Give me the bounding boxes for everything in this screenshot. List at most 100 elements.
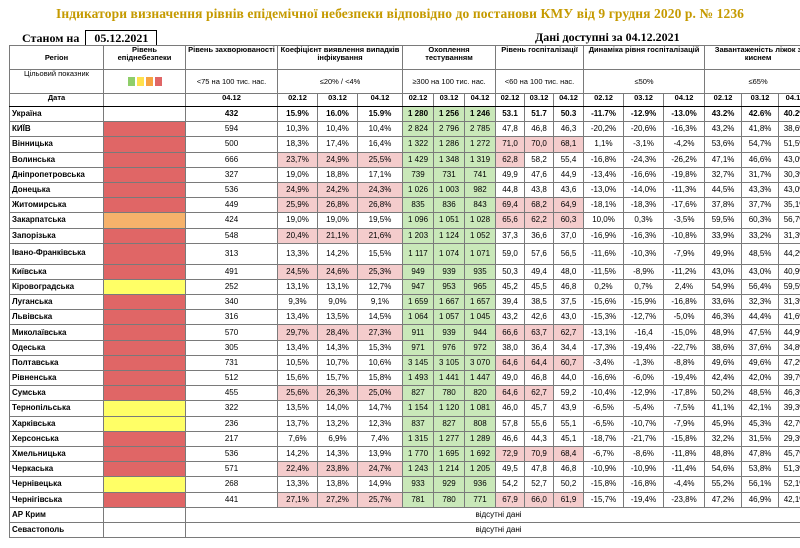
region-name: Чернігівська (9, 491, 104, 508)
hosp-dynamics-cell: -17,3% (583, 339, 625, 356)
hosp-level-cell: 57,6 (524, 242, 555, 265)
testing-cell: 1 057 (433, 309, 466, 326)
detection-cell: 16,4% (356, 136, 404, 153)
testing-cell: 911 (402, 324, 435, 341)
hosp-dynamics-cell: -13.0% (663, 105, 706, 123)
testing-cell: 2 796 (433, 121, 466, 138)
region-name: Луганська (9, 294, 104, 311)
crit-testing: ≥300 на 100 тис. нас. (402, 69, 497, 94)
incidence-cell: 322 (185, 400, 278, 417)
testing-cell: 3 070 (464, 354, 497, 372)
testing-cell: 976 (433, 339, 466, 356)
table-row: Тернопільська 322 13,5% 14,0% 14,7% 1 154 1 12… (9, 400, 800, 417)
testing-cell: 1 289 (464, 430, 497, 447)
incidence-cell: 449 (185, 197, 278, 214)
hosp-level-cell: 46,6 (495, 430, 526, 447)
bed-load-cell: 43,0% (778, 151, 800, 168)
detection-cell: 14,3% (317, 339, 358, 356)
hosp-dynamics-cell: -11,8% (663, 445, 706, 463)
hosp-dynamics-cell: -4,2% (663, 136, 706, 153)
hosp-level-cell: 43,6 (553, 181, 585, 199)
level-legend (103, 69, 186, 94)
level-indicator (103, 278, 186, 296)
detection-cell: 15,8% (356, 369, 404, 387)
detection-cell: 13,1% (317, 278, 358, 296)
testing-cell: 1 243 (402, 461, 435, 478)
col-region: Регіон (9, 45, 104, 70)
hosp-dynamics-cell: -15,7% (583, 491, 625, 508)
bed-load-cell: 31,3% (778, 227, 800, 244)
detection-cell: 29,7% (277, 324, 318, 341)
hosp-dynamics-cell: -10,9% (623, 461, 665, 478)
level-indicator (103, 181, 186, 199)
hosp-dynamics-cell: -18,7% (583, 430, 625, 447)
testing-cell: 1 052 (464, 227, 497, 244)
crit-hosp-dynamics: ≤50% (583, 69, 706, 94)
hosp-level-cell: 37,0 (553, 227, 585, 244)
incidence-cell: 236 (185, 415, 278, 432)
hosp-level-cell: 43,2 (495, 309, 526, 326)
bed-load-cell: 31,5% (741, 430, 780, 447)
date-hosp-3: 04.12 (553, 93, 585, 107)
level-indicator (103, 461, 186, 478)
bed-load-cell: 53,6% (704, 136, 743, 153)
incidence-cell: 455 (185, 385, 278, 402)
testing-cell: 780 (433, 385, 466, 402)
testing-cell: 929 (433, 476, 466, 493)
hosp-level-cell: 43,8 (524, 181, 555, 199)
incidence-cell: 512 (185, 369, 278, 387)
detection-cell: 24,6% (317, 263, 358, 280)
hosp-level-cell: 68,1 (553, 136, 585, 153)
detection-cell: 25,9% (277, 197, 318, 214)
detection-cell: 9,3% (277, 294, 318, 311)
testing-cell: 1 319 (464, 151, 497, 168)
table-row: Хмельницька 536 14,2% 14,3% 13,9% 1 770 1 695 1… (9, 445, 800, 463)
table-row: Кіровоградська 252 13,1% 13,1% 12,7% 947 953 96… (9, 278, 800, 296)
table-row: Вінницька 500 18,3% 17,4% 16,4% 1 322 1 286 1 2… (9, 136, 800, 153)
hosp-dynamics-cell: -10,7% (623, 415, 665, 432)
date-det-2: 03.12 (317, 93, 358, 107)
hosp-dynamics-cell: -10,4% (583, 385, 625, 402)
incidence-cell: 536 (185, 445, 278, 463)
hosp-dynamics-cell: 0,3% (623, 212, 665, 229)
detection-cell: 15.9% (277, 105, 318, 123)
hosp-dynamics-cell: -16,3% (663, 121, 706, 138)
testing-cell: 939 (433, 263, 466, 280)
table-row: Рівненська 512 15,6% 15,7% 15,8% 1 493 1 441 1 … (9, 369, 800, 387)
detection-cell: 26,8% (356, 197, 404, 214)
region-name: Україна (9, 105, 104, 123)
testing-cell: 1 770 (402, 445, 435, 463)
level-indicator (103, 476, 186, 493)
level-indicator (103, 385, 186, 402)
hosp-dynamics-cell: -10,8% (663, 227, 706, 244)
incidence-cell: 441 (185, 491, 278, 508)
hosp-dynamics-cell: -15,0% (663, 324, 706, 341)
detection-cell: 25,5% (356, 151, 404, 168)
hosp-level-cell: 44,9 (553, 166, 585, 183)
hosp-level-cell: 47,8 (524, 461, 555, 478)
region-name: Житомирська (9, 197, 104, 214)
bed-load-cell: 44,5% (704, 181, 743, 199)
date-dyn-1: 02.12 (583, 93, 625, 107)
hosp-level-cell: 51.7 (524, 105, 555, 123)
hosp-dynamics-cell: -19,8% (663, 166, 706, 183)
testing-cell: 936 (464, 476, 497, 493)
hosp-level-cell: 45,1 (553, 430, 585, 447)
hosp-level-cell: 34,4 (553, 339, 585, 356)
bed-load-cell: 39,3% (778, 400, 800, 417)
incidence-cell: 252 (185, 278, 278, 296)
region-name: Черкаська (9, 461, 104, 478)
level-indicator (103, 263, 186, 280)
detection-cell: 10,4% (356, 121, 404, 138)
bed-load-cell: 34,8% (778, 339, 800, 356)
bed-load-cell: 55,2% (704, 476, 743, 493)
detection-cell: 19,0% (277, 212, 318, 229)
bed-load-cell: 42,7% (778, 415, 800, 432)
testing-cell: 1 657 (464, 294, 497, 311)
bed-load-cell: 42.6% (741, 105, 780, 123)
testing-cell: 843 (464, 197, 497, 214)
testing-cell: 1 045 (464, 309, 497, 326)
date-test-1: 02.12 (402, 93, 435, 107)
level-indicator (103, 430, 186, 447)
date-test-2: 03.12 (433, 93, 466, 107)
